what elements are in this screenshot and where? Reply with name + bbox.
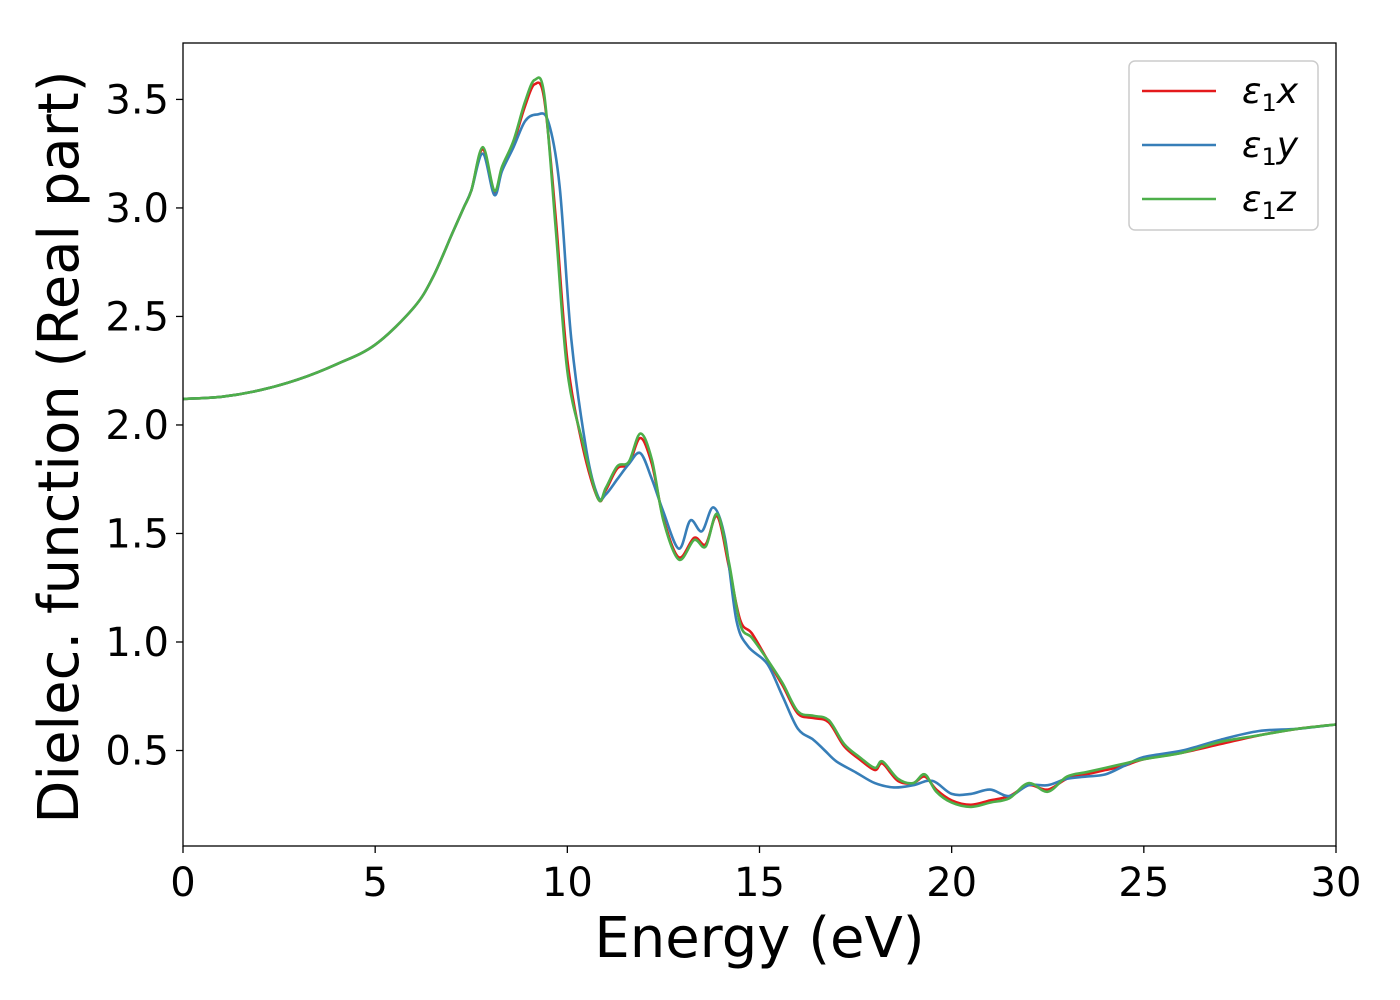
y-tick-label: 2.0	[105, 403, 169, 449]
x-tick-label: 10	[542, 860, 593, 906]
legend-label-x: ε1x	[1242, 71, 1299, 117]
x-axis-title: Energy (eV)	[594, 906, 924, 971]
legend: ε1x ε1y ε1z	[1128, 60, 1319, 231]
series-layer	[182, 76, 1337, 809]
x-tick-label: 20	[926, 860, 977, 906]
legend-label-y: ε1y	[1242, 125, 1299, 171]
legend-box	[1128, 60, 1319, 231]
y-tick-label: 0.5	[105, 729, 169, 775]
y-axis: 0.5 1.0 1.5 2.0 2.5 3.0 3.5	[105, 77, 183, 775]
y-tick-label: 3.5	[105, 77, 169, 123]
x-tick-label: 0	[170, 860, 195, 906]
y-tick-label: 1.0	[105, 620, 169, 666]
x-tick-label: 15	[734, 860, 785, 906]
y-axis-title: Dielec. function (Real part)	[27, 70, 92, 823]
x-tick-label: 30	[1311, 860, 1362, 906]
x-tick-label: 5	[362, 860, 387, 906]
x-tick-label: 25	[1118, 860, 1169, 906]
x-axis: 0 5 10 15 20 25 30	[170, 846, 1361, 906]
y-tick-label: 1.5	[105, 511, 169, 557]
y-tick-label: 2.5	[105, 294, 169, 340]
y-tick-label: 3.0	[105, 186, 169, 232]
legend-label-z: ε1z	[1242, 179, 1297, 225]
series-line-z	[182, 76, 1337, 809]
